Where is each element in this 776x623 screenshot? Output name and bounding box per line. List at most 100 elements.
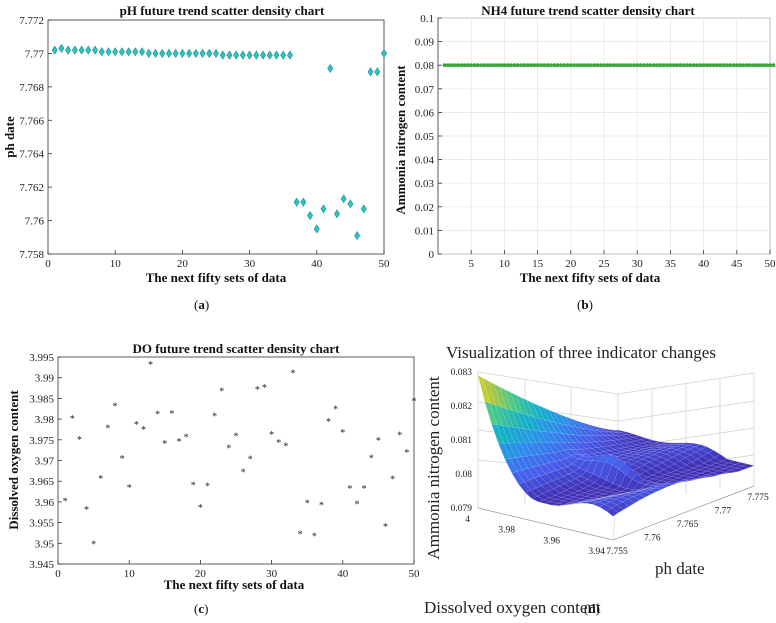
- x-tick-label: 50: [409, 568, 421, 580]
- data-point: [253, 50, 260, 60]
- data-point: [495, 63, 500, 68]
- data-point: [578, 63, 583, 68]
- data-point: [545, 63, 550, 68]
- data-point: [485, 63, 490, 68]
- surface-patch: [647, 440, 661, 444]
- data-point: [85, 45, 92, 55]
- y-tick-label: 0.06: [415, 107, 435, 119]
- data-point: *: [319, 501, 324, 512]
- data-point: [300, 197, 307, 207]
- data-point: *: [390, 475, 395, 486]
- data-point: [132, 47, 139, 57]
- data-point: [602, 63, 606, 68]
- data-point: [327, 63, 334, 74]
- y-tick-label: 3.96: [35, 497, 55, 509]
- data-point: *: [376, 436, 381, 447]
- z-tick-label: 0.083: [451, 368, 473, 378]
- data-point: [658, 63, 663, 68]
- data-point: [246, 50, 253, 60]
- z-tick-label: 0.082: [451, 402, 473, 412]
- surface-patch: [654, 441, 667, 445]
- data-point: [725, 63, 729, 68]
- y-tick-label: 7.762: [19, 182, 44, 194]
- data-point: [562, 63, 567, 68]
- data-point: [608, 63, 613, 68]
- data-point: [705, 63, 709, 68]
- data-point: [152, 48, 159, 58]
- x-tick-label: 50: [765, 258, 776, 270]
- data-point: [714, 63, 719, 68]
- surface-patch: [741, 463, 755, 468]
- data-point: [502, 63, 507, 68]
- data-point: [695, 63, 699, 68]
- data-point: [112, 47, 119, 57]
- data-point: [313, 224, 320, 234]
- data-point: [641, 63, 646, 68]
- data-point: *: [77, 435, 82, 446]
- data-point: [721, 63, 726, 68]
- y-tick-label: 7.768: [19, 82, 44, 94]
- surface-patch: [694, 444, 708, 450]
- data-point: [628, 63, 633, 68]
- surface-patch: [660, 442, 674, 445]
- data-point: [688, 63, 693, 68]
- y-tick-label: 7.764: [19, 149, 44, 161]
- data-point: [78, 45, 85, 55]
- data-point: [552, 63, 557, 68]
- data-point: [381, 48, 387, 58]
- data-point: [595, 63, 600, 68]
- data-point: [354, 231, 361, 241]
- data-point: [535, 63, 540, 68]
- data-point: [701, 63, 706, 68]
- data-point: [598, 63, 603, 68]
- surface-patch: [640, 438, 654, 443]
- data-point: *: [212, 411, 217, 422]
- y-tick-label: 3.995: [29, 352, 54, 364]
- data-point: [213, 48, 219, 58]
- x-tick-label: 20: [195, 568, 207, 580]
- data-point: *: [276, 438, 281, 449]
- data-point: *: [162, 439, 167, 450]
- y-tick-label: 3.96: [543, 536, 560, 546]
- x-tick-label: 40: [311, 258, 323, 270]
- data-point: [340, 194, 347, 204]
- data-point: [555, 63, 560, 68]
- x-tick-label: 10: [110, 258, 122, 270]
- panel-d-xlabel: ph date: [655, 559, 705, 578]
- data-point: [462, 63, 467, 68]
- y-tick-label: 0.08: [415, 60, 435, 72]
- data-point: [559, 63, 563, 68]
- data-point: [105, 47, 112, 57]
- data-point: [744, 63, 749, 68]
- data-point: *: [98, 474, 103, 485]
- panel-d-title: Visualization of three indicator changes: [446, 343, 716, 362]
- data-point: [166, 48, 172, 58]
- data-point: [691, 63, 696, 68]
- data-point: [226, 50, 233, 60]
- y-tick-label: 7.76: [25, 216, 45, 228]
- data-point: [575, 63, 580, 68]
- x-tick-label: 30: [266, 568, 278, 580]
- panel-b-xlabel: The next fifty sets of data: [520, 270, 661, 285]
- data-point: [698, 63, 703, 68]
- data-point: [266, 50, 273, 60]
- data-point: [509, 63, 513, 68]
- surface-patch: [681, 442, 694, 446]
- data-point: [442, 63, 447, 68]
- data-point: *: [191, 480, 196, 491]
- data-point: [452, 63, 457, 68]
- data-point: [582, 63, 586, 68]
- data-point: [482, 63, 487, 68]
- data-point: *: [326, 417, 331, 428]
- x-tick-label: 40: [337, 568, 349, 580]
- data-point: *: [84, 505, 89, 516]
- data-point: [615, 63, 620, 68]
- data-point: [655, 63, 660, 68]
- panel-a-title: pH future trend scatter density chart: [120, 3, 325, 18]
- x-tick-label: 7.76: [644, 534, 661, 544]
- data-point: [728, 63, 733, 68]
- data-point: *: [369, 454, 374, 465]
- data-point: [638, 63, 643, 68]
- data-point: *: [312, 531, 317, 542]
- data-point: *: [120, 454, 125, 465]
